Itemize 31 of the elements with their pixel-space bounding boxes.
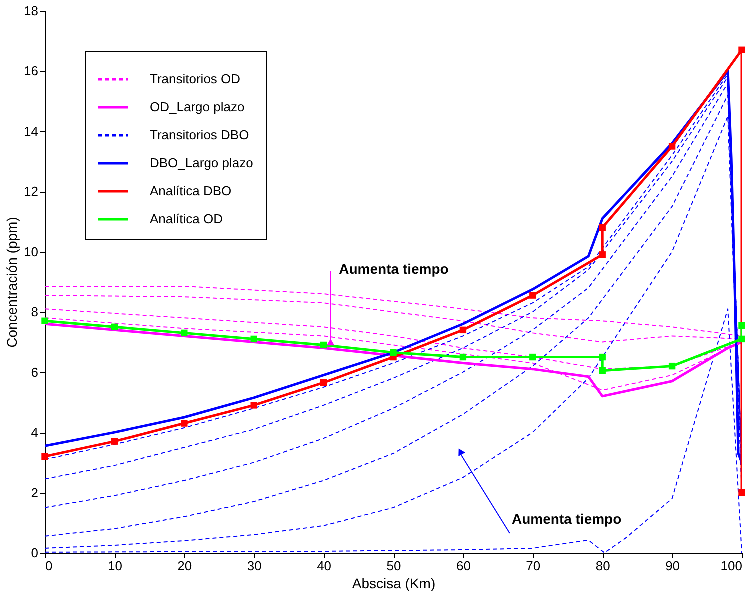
annotation: Aumenta tiempo xyxy=(339,260,449,277)
y-axis-title: Concentración (ppm) xyxy=(4,217,20,348)
legend-label: Transitorios DBO xyxy=(150,128,250,142)
legend-label: OD_Largo plazo xyxy=(150,100,245,114)
y-tick-label: 0 xyxy=(31,546,38,560)
x-tick-label: 60 xyxy=(456,558,471,574)
y-tick-label: 10 xyxy=(24,244,38,260)
x-tick-label: 30 xyxy=(247,558,262,574)
x-tick-label: 20 xyxy=(178,558,192,574)
x-tick-label: 70 xyxy=(526,558,541,574)
y-tick-label: 16 xyxy=(24,64,38,79)
x-tick-label: 40 xyxy=(317,558,332,574)
x-tick-label: 0 xyxy=(46,558,53,574)
x-tick-label: 100 xyxy=(720,558,742,574)
legend-label: Analítica DBO xyxy=(150,184,232,198)
x-tick-label: 90 xyxy=(666,558,680,574)
legend-label: Transitorios OD xyxy=(150,72,241,86)
y-tick-label: 8 xyxy=(31,304,38,320)
y-tick-label: 4 xyxy=(31,425,38,440)
y-tick-label: 6 xyxy=(31,364,38,380)
legend-label: DBO_Largo plazo xyxy=(150,156,254,170)
y-tick-label: 14 xyxy=(24,124,38,139)
legend-label: Analítica OD xyxy=(150,212,223,226)
y-tick-label: 12 xyxy=(24,184,38,200)
y-tick-label: 2 xyxy=(31,485,38,500)
y-tick-label: 18 xyxy=(24,4,38,18)
x-tick-label: 50 xyxy=(386,558,402,574)
annotation: Aumenta tiempo xyxy=(512,510,622,527)
x-tick-label: 80 xyxy=(596,558,610,574)
x-axis-title: Abscisa (Km) xyxy=(352,576,436,592)
x-tick-label: 10 xyxy=(108,558,122,574)
